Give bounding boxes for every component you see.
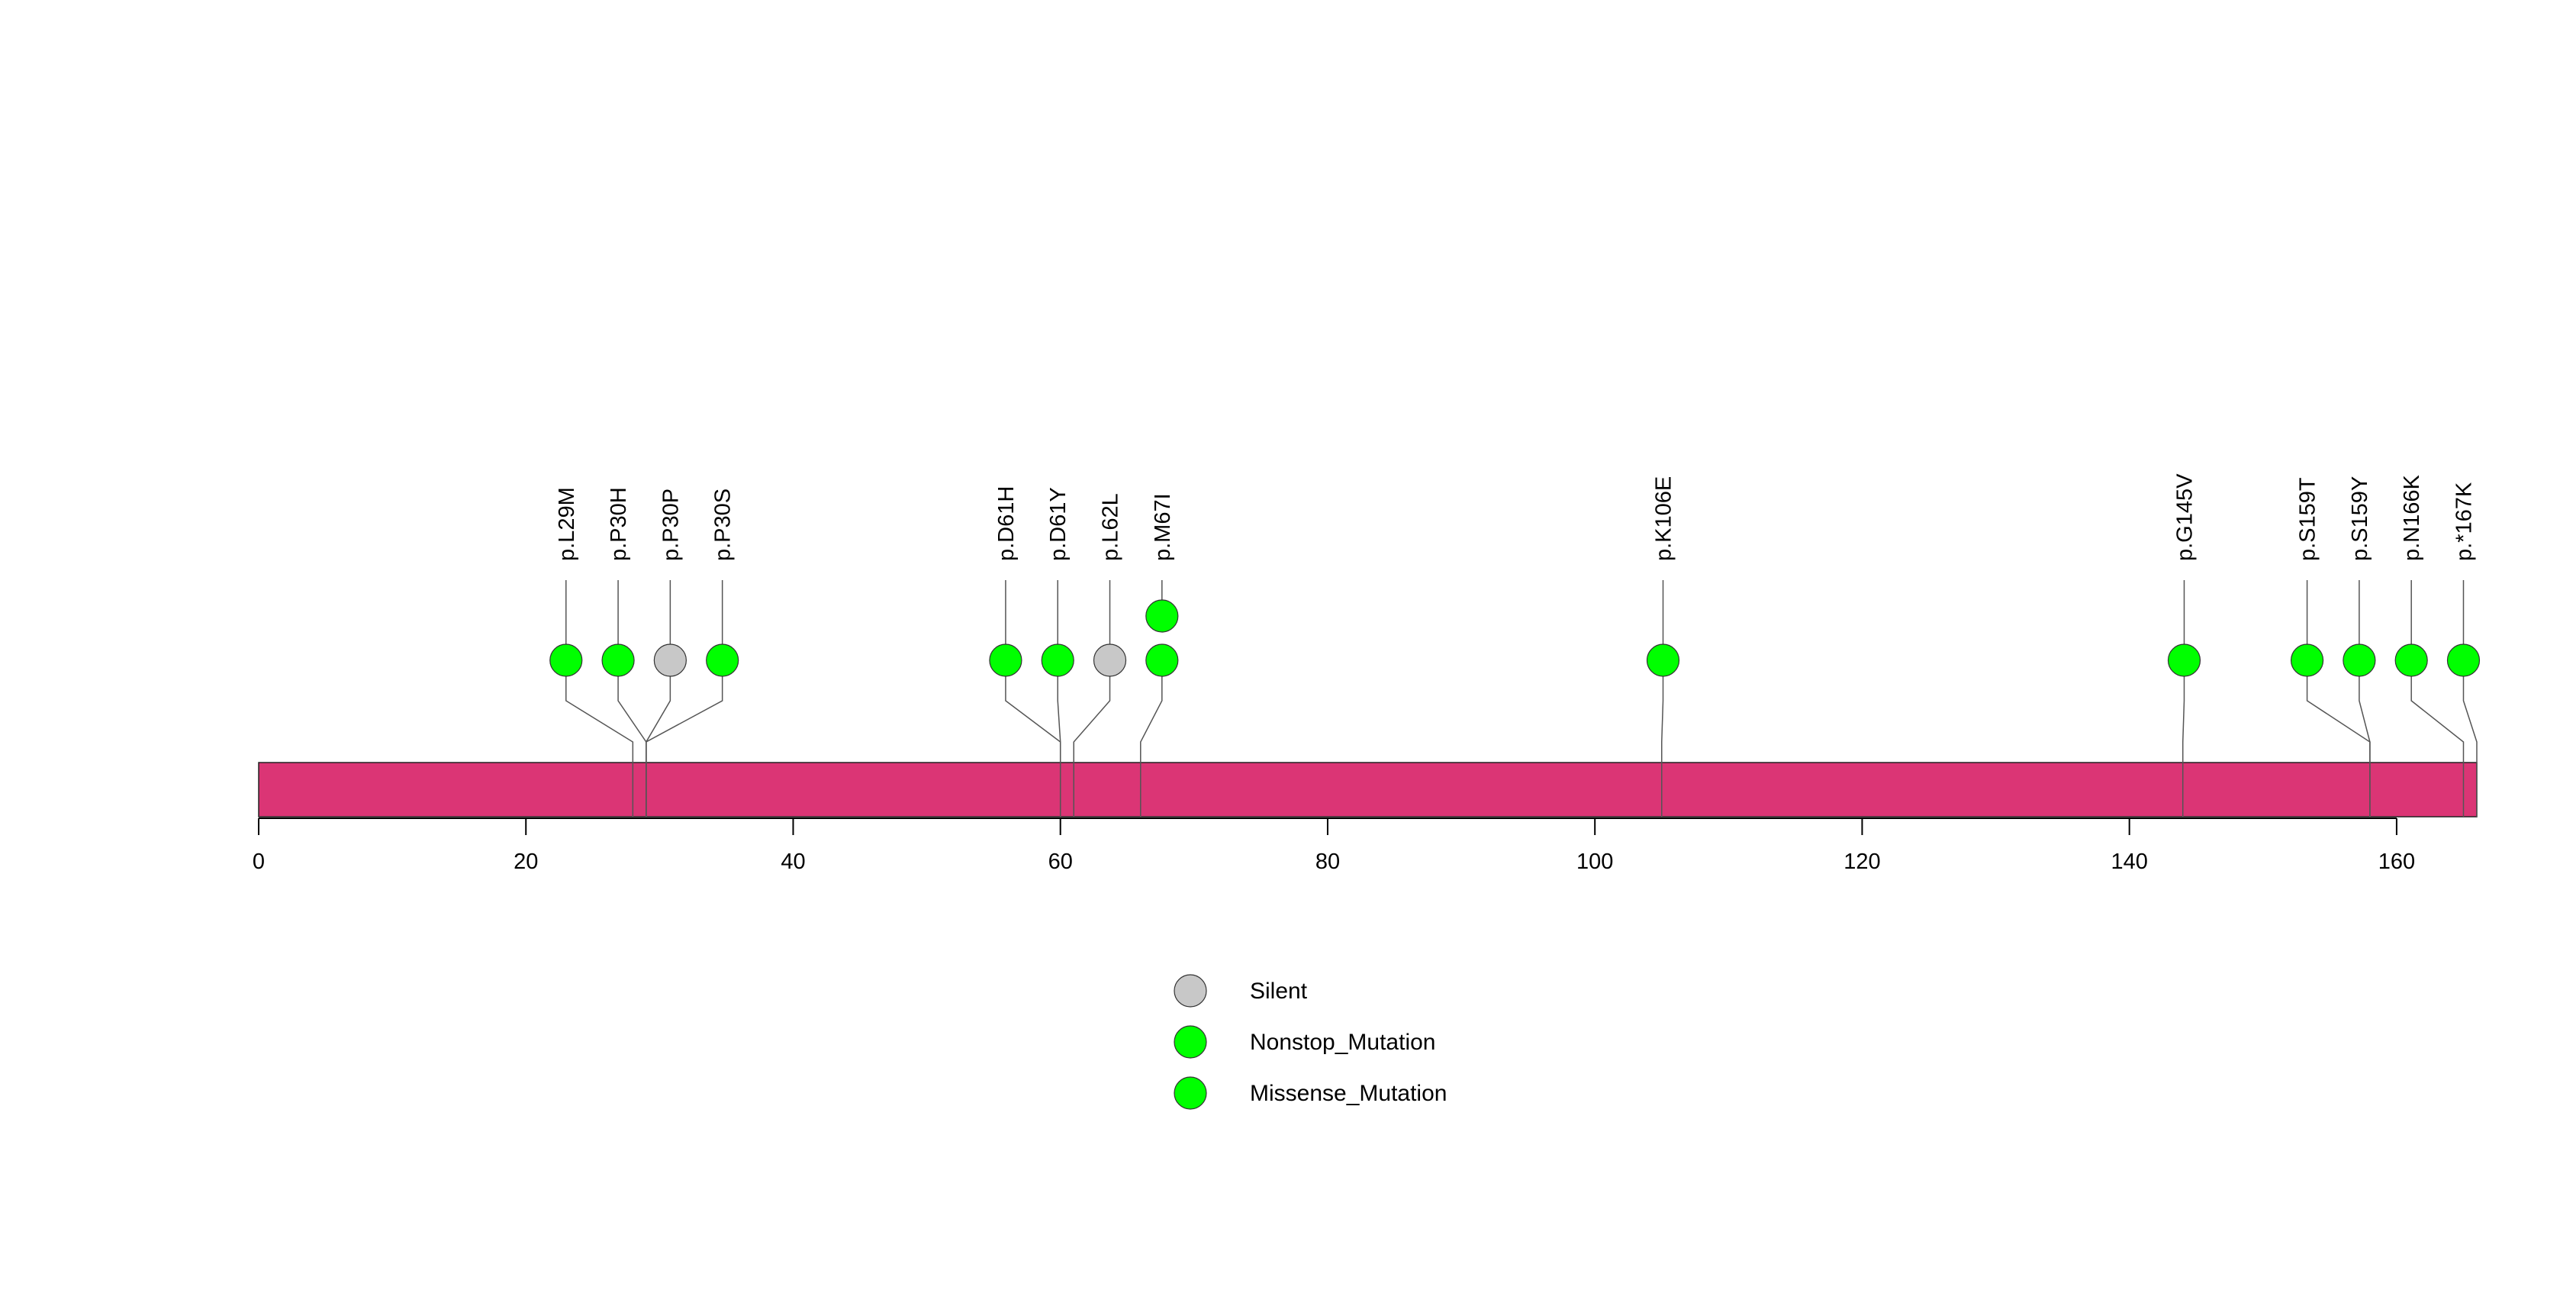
mutation-connector: [2462, 660, 2478, 817]
legend-entry: Missense_Mutation: [1174, 1076, 1447, 1110]
mutation-circle: [2290, 643, 2324, 677]
x-tick-label: 40: [781, 850, 805, 874]
legend-label: Silent: [1250, 979, 1308, 1004]
mutation-circle: [2446, 643, 2481, 677]
mutation-marker: p.P30S: [646, 489, 739, 817]
legend-swatch: [1174, 974, 1207, 1008]
mutation-marker: p.M67I: [1140, 493, 1179, 817]
mutation-circle: [653, 643, 687, 677]
x-tick-label: 160: [2378, 850, 2415, 874]
mutation-circle: [1646, 643, 1680, 677]
mutation-connector: [1140, 660, 1163, 817]
x-tick-label: 20: [514, 850, 538, 874]
mutation-marker: p.S159T: [2290, 477, 2371, 817]
mutation-label: p.P30H: [607, 487, 631, 561]
mutation-label: p.P30S: [711, 489, 736, 561]
mutation-circle: [1093, 643, 1127, 677]
legend-swatch: [1174, 1076, 1207, 1110]
mutation-circle: [601, 643, 635, 677]
mutation-marker: p.D61H: [989, 486, 1061, 817]
protein-bar: [258, 762, 2478, 818]
mutation-marker: p.G145V: [2167, 473, 2201, 817]
x-axis: 0 20 40 60 80 100 120 140 160: [253, 818, 2415, 874]
mutation-label: p.P30P: [658, 489, 683, 561]
mutation-circle: [2343, 643, 2376, 677]
mutation-circle: [2167, 643, 2201, 677]
x-tick-label: 140: [2111, 850, 2147, 874]
legend-swatch: [1174, 1025, 1207, 1059]
x-tick-label: 0: [253, 850, 265, 874]
mutation-connector: [1057, 660, 1061, 817]
mutation-marker: p.L62L: [1073, 493, 1127, 817]
mutation-connector: [2410, 660, 2465, 817]
mutation-marker: p.P30H: [601, 487, 647, 817]
mutation-label: p.G145V: [2172, 473, 2197, 561]
mutation-circle: [989, 643, 1022, 677]
protein-layer: [258, 762, 2478, 818]
mutation-marker: p.P30P: [646, 489, 687, 817]
mutation-marker: p.N166K: [2394, 474, 2465, 817]
legend: Silent Nonstop_Mutation Missense_Mutation: [1174, 974, 1447, 1110]
mutation-label: p.S159T: [2296, 477, 2320, 561]
mutation-marker: p.K106E: [1646, 476, 1680, 817]
mutation-connector: [646, 660, 723, 817]
mutation-circle: [1145, 643, 1179, 677]
mutation-label: p.S159Y: [2348, 476, 2372, 561]
legend-entry: Silent: [1174, 974, 1308, 1008]
mutation-label: p.L29M: [555, 487, 579, 561]
mutation-marker: p.D61Y: [1041, 487, 1074, 817]
mutation-connector: [2359, 660, 2371, 817]
x-tick-label: 100: [1576, 850, 1613, 874]
mutation-label: p.K106E: [1652, 476, 1676, 561]
mutation-connector: [565, 660, 634, 817]
mutation-label: p.L62L: [1099, 493, 1123, 561]
mutation-label: p.N166K: [2400, 474, 2424, 561]
mutation-marker: p.*167K: [2446, 482, 2481, 817]
x-tick-label: 80: [1315, 850, 1340, 874]
mutation-label: p.D61Y: [1046, 487, 1071, 561]
mutation-circle: [2394, 643, 2428, 677]
mutation-circle: [706, 643, 739, 677]
x-tick-label: 60: [1048, 850, 1073, 874]
mutation-label: p.M67I: [1151, 493, 1175, 561]
legend-entry: Nonstop_Mutation: [1174, 1025, 1436, 1059]
mutation-circle: [1041, 643, 1074, 677]
mutation-connector: [2182, 660, 2185, 817]
mutation-marker: p.L29M: [549, 487, 634, 817]
mutation-label: p.D61H: [994, 486, 1019, 561]
mutation-label: p.*167K: [2452, 482, 2476, 561]
legend-label: Missense_Mutation: [1250, 1081, 1447, 1106]
mutation-connector: [1661, 660, 1664, 817]
mutation-connector: [1073, 660, 1111, 817]
x-tick-label: 120: [1843, 850, 1880, 874]
legend-label: Nonstop_Mutation: [1250, 1030, 1436, 1055]
mutation-circle: [1145, 599, 1179, 633]
mutation-circle: [549, 643, 583, 677]
mutation-layer: p.L29M p.P30H p.P30P p.P30S p.D61H p.D61Y p.L6…: [549, 473, 2481, 817]
mutation-marker: p.S159Y: [2343, 476, 2376, 817]
